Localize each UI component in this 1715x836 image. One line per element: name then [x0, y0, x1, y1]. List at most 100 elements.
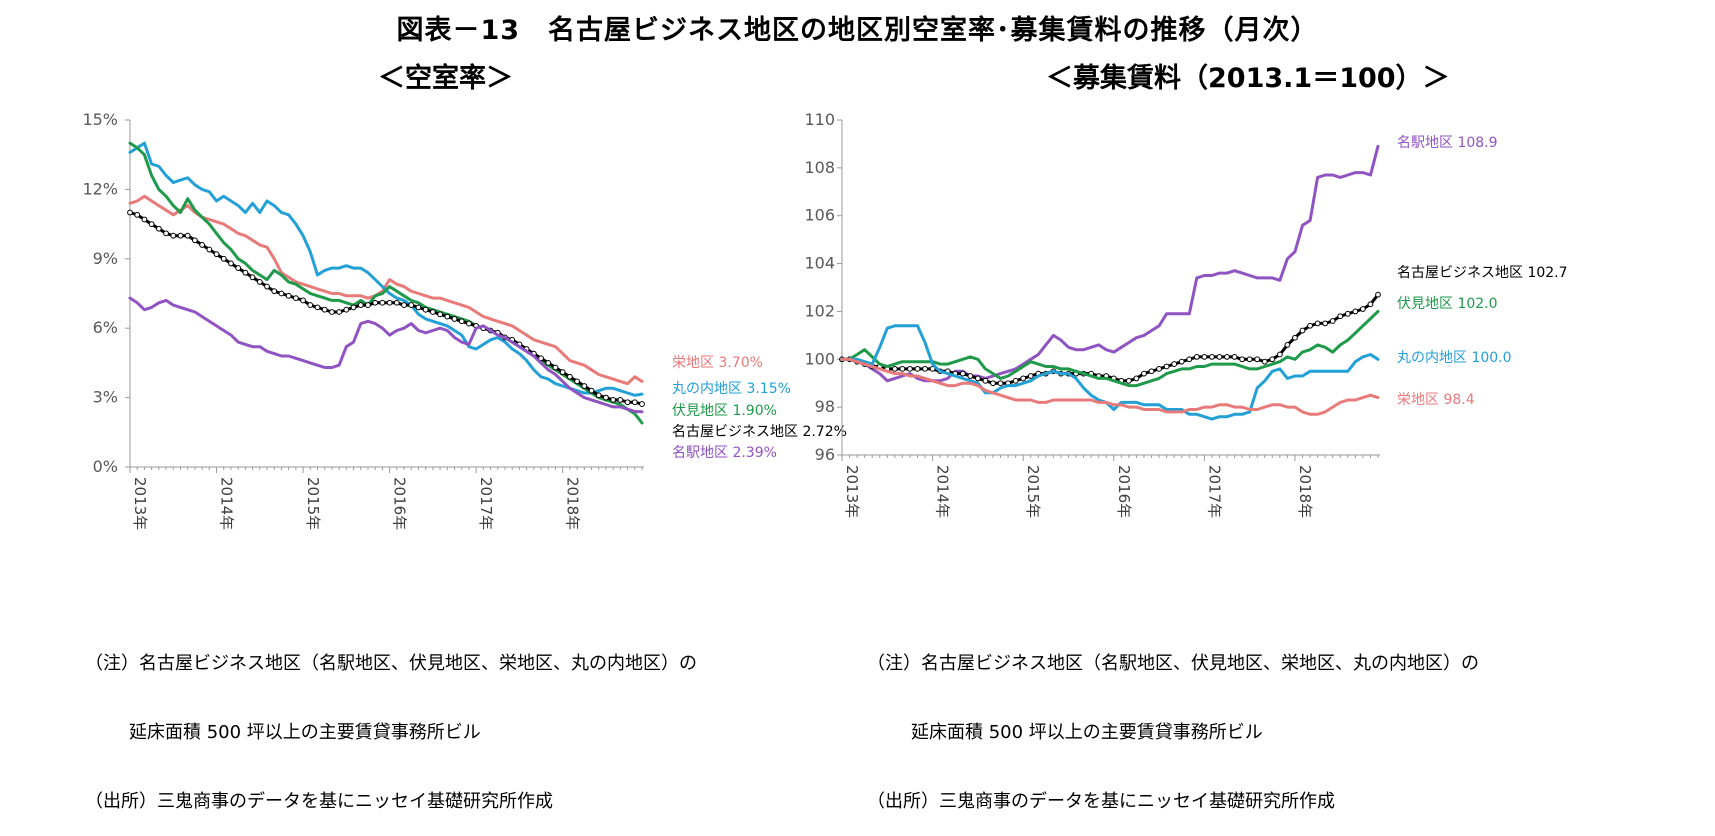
- y-tick-label: 9%: [93, 249, 118, 268]
- data-point: [1292, 334, 1298, 341]
- data-point: [271, 288, 278, 295]
- note-line-2: 延床面積 500 坪以上の主要賃貸事務所ビル: [911, 722, 1263, 743]
- y-tick-label: 12%: [82, 179, 118, 198]
- data-point: [1329, 318, 1336, 324]
- y-tick-label: 98: [815, 397, 835, 416]
- data-point: [588, 387, 595, 394]
- x-tick-label: 2015年: [1024, 465, 1042, 518]
- data-point: [907, 365, 913, 372]
- y-tick-label: 102: [804, 301, 835, 320]
- notes-left: （注）名古屋ビジネス地区（名駅地区、伏見地区、栄地区、丸の内地区）の 延床面積 …: [85, 606, 697, 836]
- series-end-label: 名古屋ビジネス地区 2.72%: [672, 424, 847, 440]
- data-point: [1360, 306, 1366, 312]
- data-point: [1027, 373, 1034, 379]
- x-tick-label: 2016年: [391, 477, 409, 530]
- data-point: [242, 269, 249, 276]
- data-point: [1209, 353, 1215, 360]
- x-tick-label: 2017年: [1205, 465, 1223, 518]
- data-point: [922, 365, 928, 372]
- data-point: [199, 242, 206, 248]
- x-tick-label: 2017年: [477, 477, 495, 530]
- asking-rent-chart: 96 98 100 102 104 106 108 110 2013年 2014年 2015年 201…: [804, 110, 1568, 518]
- data-point: [603, 394, 609, 401]
- data-point: [1337, 313, 1344, 320]
- data-point: [639, 401, 645, 407]
- data-point: [422, 306, 429, 313]
- data-point: [235, 265, 242, 271]
- data-point: [314, 304, 321, 311]
- data-point: [1186, 356, 1193, 363]
- data-point: [914, 365, 921, 372]
- data-point: [1276, 351, 1283, 358]
- data-point: [1254, 356, 1261, 363]
- rent-chart-subtitle: ＜募集賃料（2013.1＝100）＞: [1046, 63, 1450, 94]
- data-point: [256, 279, 263, 285]
- data-point: [1020, 375, 1027, 382]
- data-point: [1352, 308, 1359, 315]
- data-point: [148, 221, 155, 227]
- x-tick-label: 2015年: [304, 477, 322, 530]
- data-point: [631, 399, 638, 406]
- data-point: [959, 370, 966, 377]
- data-point: [929, 365, 936, 372]
- data-point: [285, 292, 292, 299]
- data-point: [386, 299, 393, 306]
- y-tick-label: 106: [804, 206, 835, 225]
- data-point: [1163, 363, 1170, 370]
- data-point: [1322, 320, 1329, 327]
- y-tick-label: 96: [815, 445, 835, 464]
- data-point: [134, 211, 141, 218]
- series-end-label: 伏見地区 1.90%: [672, 403, 777, 419]
- y-tick-label: 15%: [82, 110, 118, 129]
- data-point: [213, 251, 220, 258]
- data-point: [1375, 291, 1381, 298]
- data-point: [1178, 358, 1185, 365]
- data-point: [408, 302, 415, 308]
- data-point: [458, 318, 465, 325]
- note-line-3: （出所）三鬼商事のデータを基にニッセイ基礎研究所作成: [867, 791, 1335, 812]
- series-end-label: 名古屋ビジネス地区 102.7: [1397, 265, 1568, 281]
- data-point: [292, 295, 299, 302]
- y-tick-label: 6%: [93, 318, 118, 337]
- data-point: [545, 360, 552, 366]
- series-end-label: 名駅地区 2.39%: [672, 445, 777, 461]
- x-tick-label: 2014年: [934, 465, 952, 518]
- data-point: [1012, 377, 1019, 384]
- data-point: [429, 309, 436, 315]
- data-point: [891, 365, 898, 372]
- data-point: [141, 216, 148, 223]
- data-point: [379, 299, 386, 306]
- data-point: [343, 306, 350, 313]
- data-point: [974, 375, 981, 382]
- data-point: [997, 380, 1004, 387]
- series-end-label: 栄地区 98.4: [1397, 392, 1475, 408]
- data-point: [552, 364, 559, 371]
- note-line-3: （出所）三鬼商事のデータを基にニッセイ基礎研究所作成: [85, 791, 553, 812]
- data-point: [967, 373, 974, 379]
- data-point: [206, 246, 213, 253]
- data-point: [595, 392, 602, 399]
- data-point: [1284, 342, 1291, 348]
- data-point: [982, 377, 989, 384]
- data-point: [1216, 353, 1223, 360]
- series-line-0: [128, 194, 644, 386]
- x-tick-label: 2013年: [131, 477, 149, 530]
- data-point: [177, 232, 184, 239]
- data-point: [1224, 353, 1230, 360]
- data-point: [1367, 301, 1374, 308]
- series-end-label: 伏見地区 102.0: [1397, 296, 1498, 312]
- data-point: [1246, 356, 1253, 363]
- note-line-1: （注）名古屋ビジネス地区（名駅地区、伏見地区、栄地区、丸の内地区）の: [85, 653, 697, 674]
- data-point: [451, 316, 458, 322]
- data-point: [336, 309, 343, 315]
- note-line-1: （注）名古屋ビジネス地区（名駅地区、伏見地区、栄地区、丸の内地区）の: [867, 653, 1479, 674]
- y-tick-label: 108: [804, 158, 835, 177]
- data-point: [401, 302, 407, 308]
- data-point: [1156, 365, 1162, 372]
- data-point: [300, 297, 306, 304]
- y-tick-label: 3%: [93, 388, 118, 407]
- data-point: [307, 302, 314, 308]
- data-point: [1299, 327, 1306, 334]
- data-point: [393, 299, 400, 306]
- data-point: [249, 274, 256, 281]
